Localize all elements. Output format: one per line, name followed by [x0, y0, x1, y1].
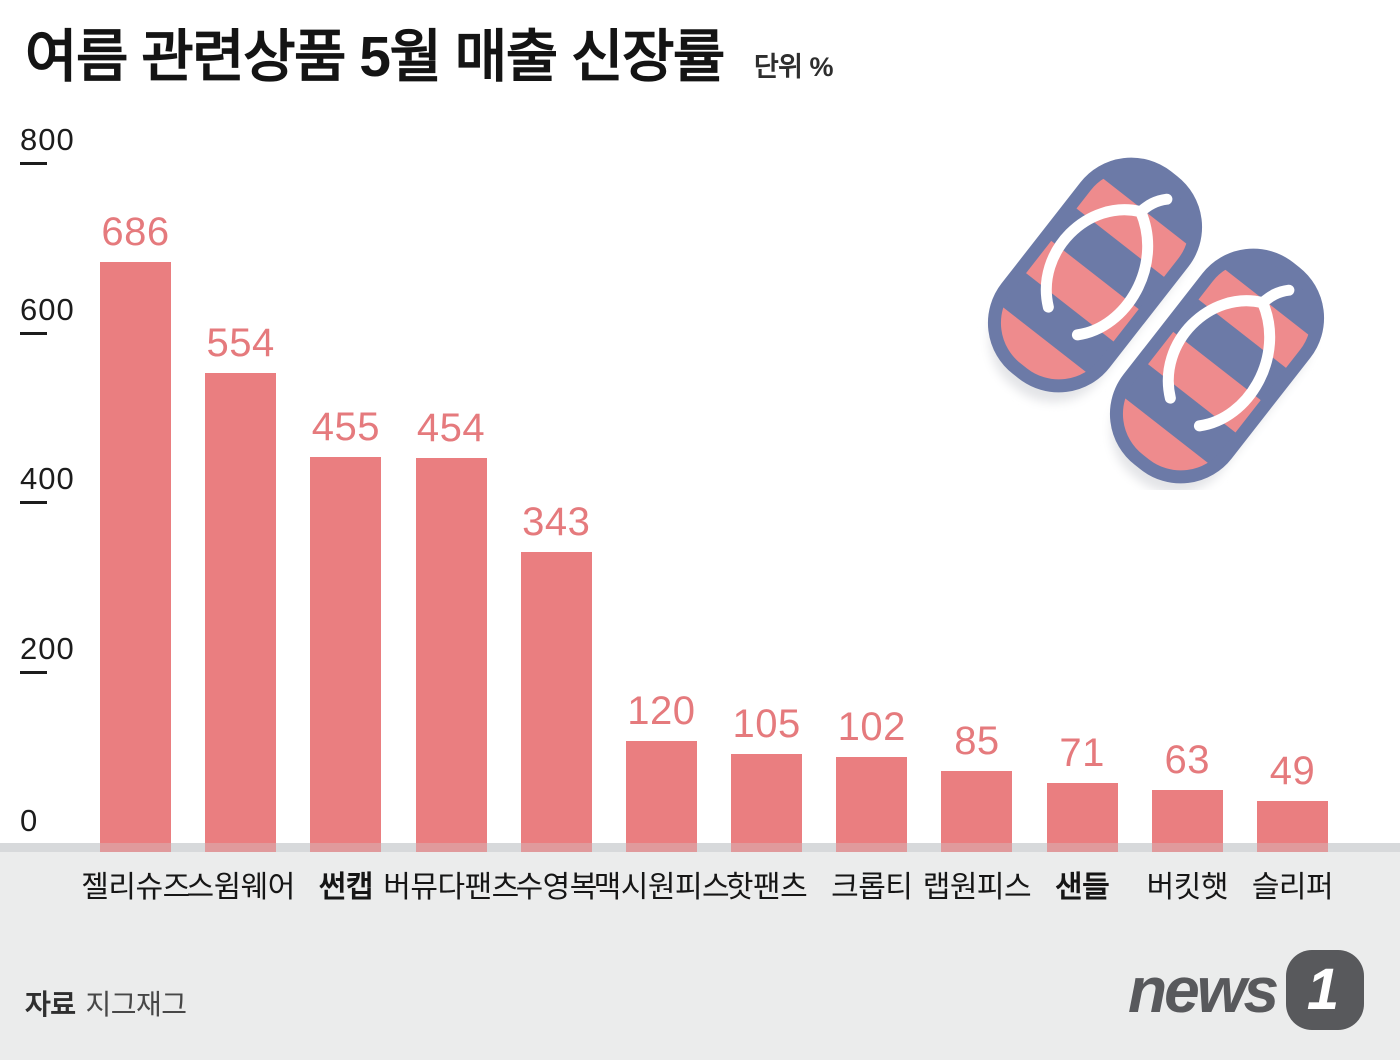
bar-value-핫팬츠: 105 — [732, 702, 801, 746]
bar-base-스윔웨어 — [205, 843, 277, 852]
bar-base-젤리슈즈 — [100, 843, 171, 852]
bar-슬리퍼 — [1256, 801, 1328, 843]
news1-logo: news 1 — [1128, 948, 1365, 1032]
news1-logo-text: news — [1128, 954, 1279, 1026]
bar-맥시원피스 — [625, 741, 697, 843]
y-tick-mark-200 — [20, 670, 47, 674]
bar-버뮤다팬츠 — [415, 458, 487, 843]
bar-value-샌들: 71 — [1059, 730, 1105, 775]
bar-value-랩원피스: 85 — [954, 718, 1000, 763]
category-label-수영복: 수영복 — [515, 871, 598, 904]
category-label-썬캡: 썬캡 — [318, 871, 374, 904]
y-tick-mark-600 — [20, 331, 47, 335]
y-tick-600: 600 — [20, 291, 75, 335]
y-tick-200: 200 — [20, 630, 75, 674]
category-label-샌들: 샌들 — [1055, 871, 1110, 904]
bar-value-버뮤다팬츠: 454 — [416, 406, 486, 451]
category-label-슬리퍼: 슬리퍼 — [1251, 871, 1334, 904]
bar-base-버킷햇 — [1151, 843, 1223, 852]
bar-value-슬리퍼: 49 — [1269, 749, 1316, 794]
flip-flop-right — [1093, 231, 1341, 501]
bar-value-크롭티: 102 — [837, 704, 906, 749]
bar-수영복 — [520, 552, 592, 843]
bar-base-샌들 — [1046, 843, 1118, 852]
y-tick-400: 400 — [20, 462, 75, 504]
flip-flops-svg — [971, 140, 1341, 501]
category-label-핫팬츠: 핫팬츠 — [725, 871, 808, 904]
category-label-버킷햇: 버킷햇 — [1146, 871, 1229, 904]
y-tick-label-600: 600 — [20, 291, 75, 327]
category-label-랩원피스: 랩원피스 — [922, 871, 1032, 904]
bar-base-랩원피스 — [941, 843, 1013, 852]
bar-value-수영복: 343 — [522, 500, 591, 545]
bar-base-수영복 — [520, 843, 592, 852]
y-tick-mark-400 — [20, 501, 47, 504]
bar-base-핫팬츠 — [731, 843, 803, 852]
footer-panel — [0, 852, 1400, 1060]
bar-value-젤리슈즈: 686 — [101, 209, 170, 254]
bar-value-썬캡: 455 — [311, 405, 380, 450]
source-value: 지그재그 — [85, 989, 188, 1020]
bar-base-버뮤다팬츠 — [415, 843, 487, 852]
y-tick-mark-800 — [20, 162, 47, 165]
unit-label: 단위 % — [753, 52, 834, 82]
y-tick-label-200: 200 — [20, 630, 75, 666]
bar-버킷햇 — [1151, 789, 1223, 843]
bar-썬캡 — [310, 457, 382, 843]
flip-flop-strap — [1041, 193, 1173, 341]
source-label: 자료 — [25, 989, 76, 1020]
flip-flops-illustration — [955, 100, 1365, 501]
bar-base-맥시원피스 — [625, 843, 697, 852]
chart-header: 여름 관련상품 5월 매출 신장률 단위 % — [25, 24, 834, 90]
bar-value-맥시원피스: 120 — [627, 689, 696, 734]
category-label-크롭티: 크롭티 — [831, 871, 913, 904]
news1-logo-one: 1 — [1306, 957, 1340, 1022]
bar-value-스윔웨어: 554 — [206, 321, 275, 366]
y-tick-label-400: 400 — [20, 461, 75, 496]
chart-title: 여름 관련상품 5월 매출 신장률 — [25, 25, 725, 89]
category-label-버뮤다팬츠: 버뮤다팬츠 — [383, 871, 519, 904]
category-label-맥시원피스: 맥시원피스 — [593, 871, 730, 904]
bar-value-버킷햇: 63 — [1164, 737, 1211, 782]
y-tick-label-0: 0 — [20, 803, 39, 838]
y-tick-800: 800 — [20, 123, 75, 165]
source-text: 자료 지그재그 — [25, 983, 187, 1023]
flip-flop-strap — [1163, 284, 1295, 432]
bar-base-썬캡 — [310, 843, 382, 852]
y-tick-label-800: 800 — [20, 122, 75, 157]
bar-핫팬츠 — [731, 754, 803, 843]
y-tick-0: 0 — [20, 804, 38, 838]
bar-크롭티 — [836, 756, 908, 843]
bar-base-슬리퍼 — [1256, 843, 1328, 852]
bar-랩원피스 — [941, 770, 1013, 843]
category-label-스윔웨어: 스윔웨어 — [186, 871, 295, 904]
category-label-젤리슈즈: 젤리슈즈 — [81, 871, 190, 904]
axis-baseline — [0, 843, 1400, 852]
flip-flop-left — [971, 140, 1219, 410]
bar-샌들 — [1046, 782, 1118, 843]
news1-logo-badge: 1 — [1286, 950, 1365, 1030]
bar-젤리슈즈 — [100, 261, 171, 843]
bar-base-크롭티 — [836, 843, 908, 852]
bar-스윔웨어 — [205, 373, 277, 843]
